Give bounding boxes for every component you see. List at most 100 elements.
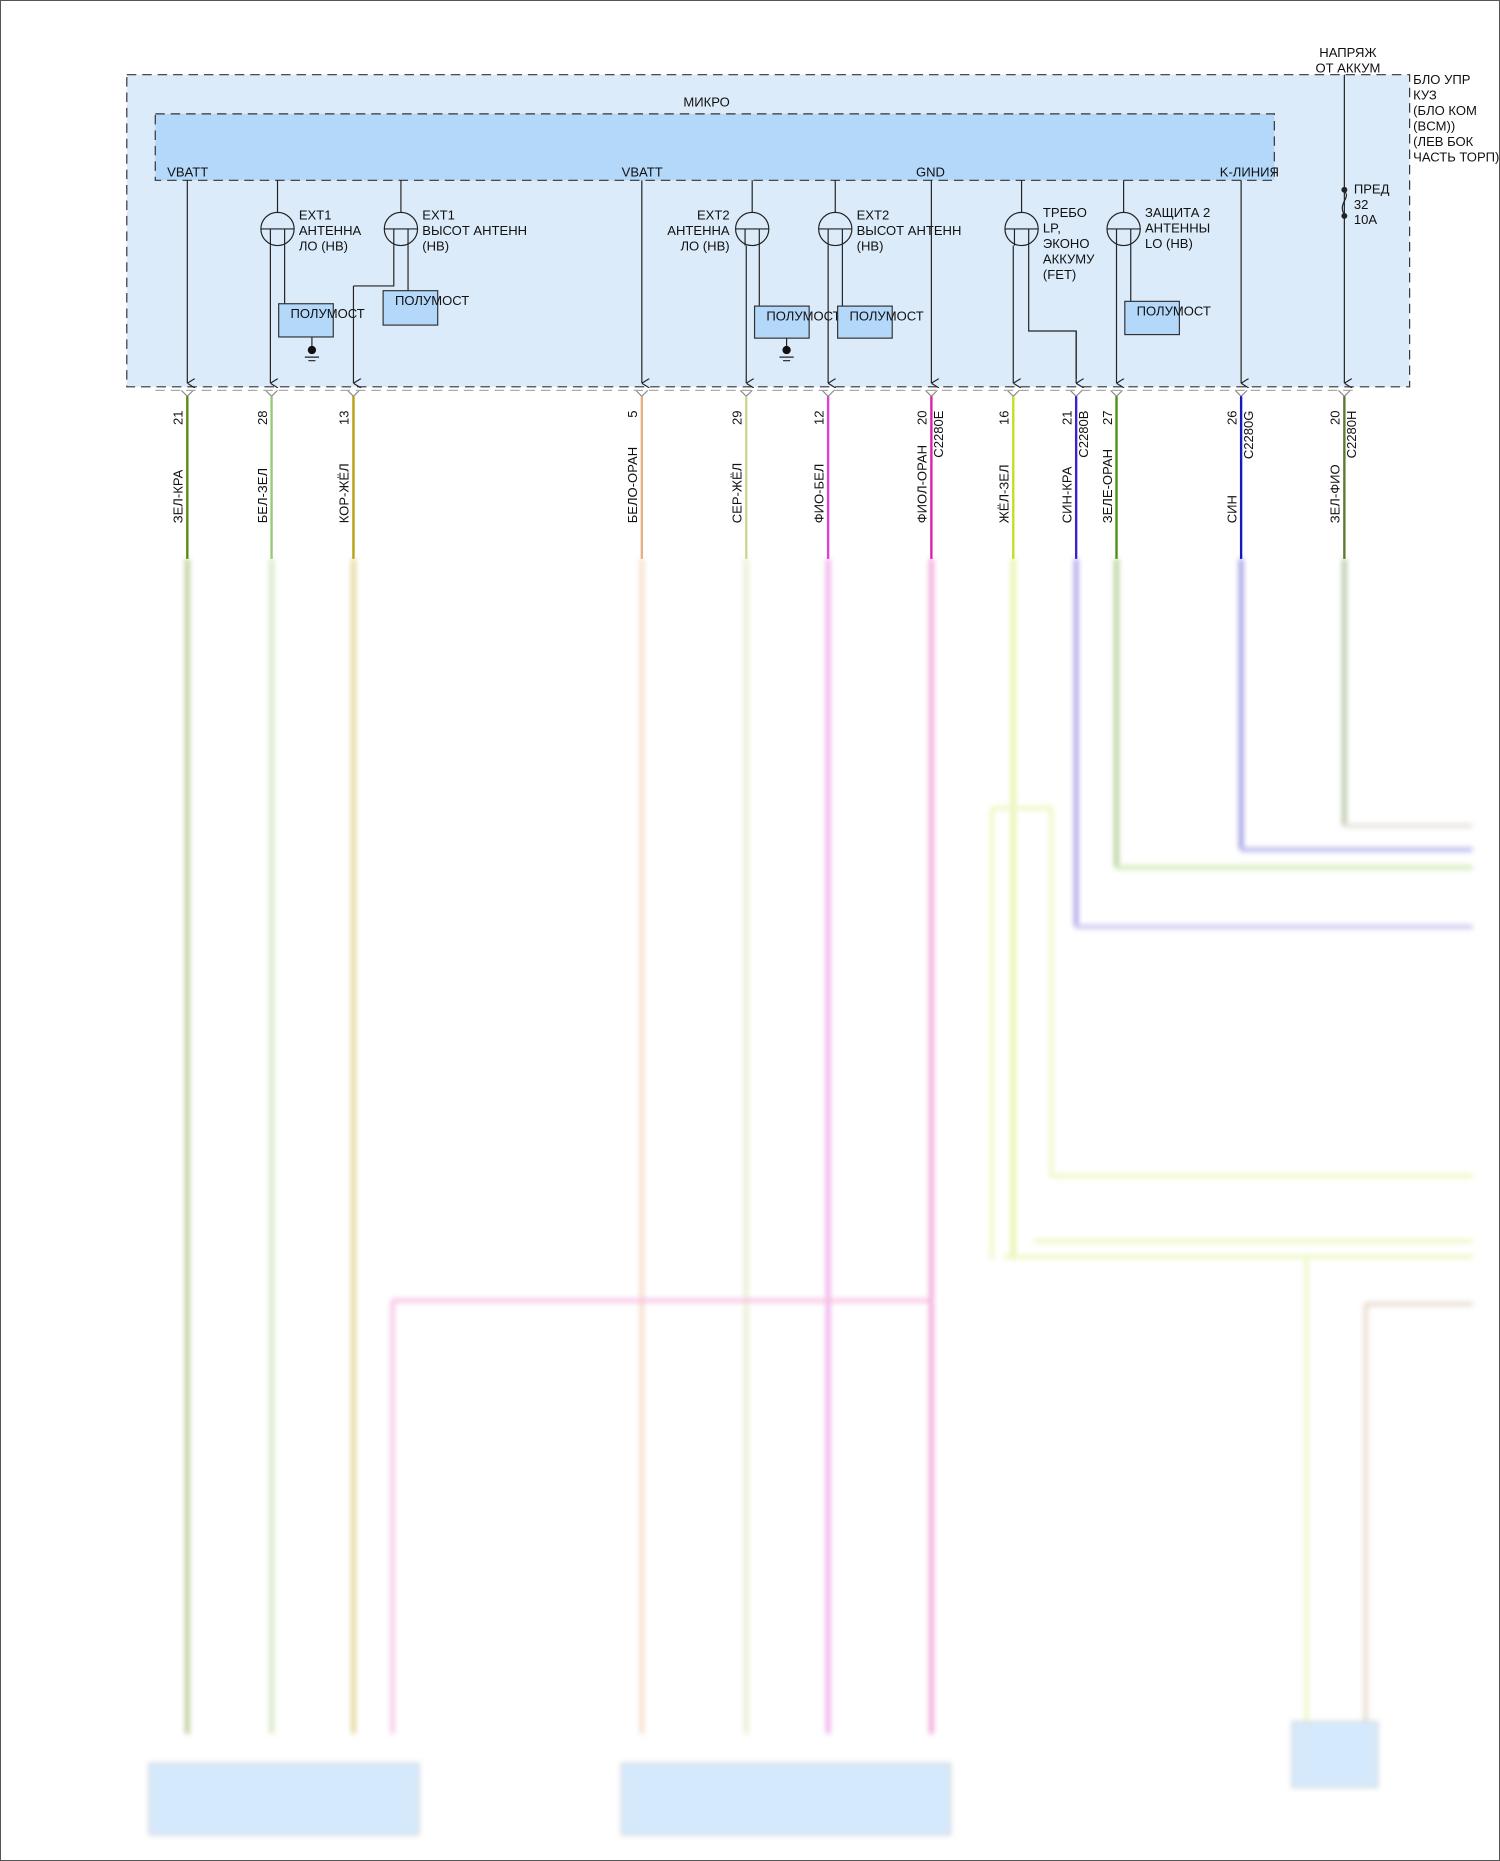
- component-box: [621, 1762, 951, 1836]
- component-box: [1291, 1721, 1379, 1788]
- half-bridge-box: [1124, 300, 1180, 336]
- driver-label: ВЫСОТ АНТЕНН: [857, 223, 962, 238]
- wire-pin-number: 20: [915, 411, 930, 426]
- connector-mark: [1338, 389, 1351, 398]
- module-title-line: ЧАСТЬ ТОРП): [1413, 149, 1499, 164]
- module-title-line: (BCM)): [1413, 118, 1455, 133]
- component-box: [148, 1762, 420, 1836]
- driver-label: (FET): [1043, 267, 1076, 282]
- driver-label: ЛО (НВ): [680, 238, 729, 253]
- driver-label: (НВ): [857, 238, 884, 253]
- conductor: [1107, 228, 1141, 246]
- wire-color-label: СИН-КРА: [1059, 466, 1074, 523]
- driver-label: АНТЕННА: [667, 223, 730, 238]
- wire-pin-number: 12: [811, 411, 826, 426]
- module-title-line: (БЛО КОМ: [1413, 103, 1477, 118]
- ground-icon: [307, 345, 317, 355]
- half-bridge-box: [753, 305, 810, 339]
- conductor: [1004, 228, 1039, 246]
- connector-mark: [739, 389, 753, 398]
- driver-label: ЭКОНО: [1043, 236, 1090, 251]
- conductor: [260, 228, 295, 246]
- driver-label: EXT2: [857, 207, 890, 222]
- half-bridge-label: ПОЛУМОСТ: [1137, 304, 1211, 319]
- driver-label: АНТЕННЫ: [1145, 221, 1210, 236]
- connector-mark: [265, 389, 278, 398]
- pin-vbatt-2: VBATT: [622, 165, 663, 180]
- connector-mark: [821, 389, 835, 398]
- module-title-line: БЛО УПР: [1413, 72, 1471, 87]
- wire-pin-number: 27: [1100, 411, 1115, 426]
- ground-icon: [782, 345, 791, 355]
- driver-label: АККУМУ: [1043, 251, 1095, 266]
- conductor: [384, 228, 418, 246]
- connector-mark: [180, 389, 194, 398]
- conductor: [353, 245, 395, 287]
- lower-diagram-blurred: [148, 558, 1473, 1836]
- wire-pin-number: 28: [255, 411, 270, 426]
- fuse-label-line: 10A: [1354, 212, 1378, 227]
- module-title-line: КУЗ: [1413, 88, 1437, 103]
- fuse-label-line: 32: [1354, 197, 1369, 212]
- connector-mark: [635, 389, 649, 398]
- wire-pin-number: 16: [997, 411, 1012, 426]
- wire-color-label: ЖЁЛ-ЗЕЛ: [997, 464, 1012, 523]
- connector-mark: [1110, 389, 1123, 398]
- pin-k-line: K-ЛИНИЯ: [1220, 165, 1279, 180]
- wire-color-label: ЗЕЛЕ-ОРАН: [1100, 449, 1115, 523]
- driver-label: EXT1: [299, 207, 332, 222]
- wire-color-label: ФИО-БЕЛ: [811, 464, 826, 524]
- wire-color-label: ФИОЛ-ОРАН: [915, 445, 930, 523]
- wire-color-label: СЕР-ЖЁЛ: [730, 463, 745, 524]
- ground-icon: [304, 356, 320, 362]
- driver-label: ЛО (НВ): [299, 238, 348, 253]
- wire-color-label: БЕЛ-ЗЕЛ: [255, 468, 270, 523]
- pin-gnd: GND: [916, 165, 945, 180]
- wire-pin-number: 5: [625, 411, 640, 418]
- driver-label: EXT1: [422, 207, 455, 222]
- conductor: [818, 228, 852, 246]
- wire-color-label: БЕЛО-ОРАН: [625, 447, 640, 523]
- driver-label: LP,: [1043, 221, 1061, 236]
- connector-id: C2280H: [1344, 411, 1359, 459]
- half-bridge-box: [278, 303, 334, 338]
- wire-color-label: СИН: [1224, 495, 1239, 523]
- micro-box: [154, 113, 1275, 181]
- conductor: [735, 228, 769, 246]
- connector-mark: [1006, 389, 1020, 398]
- half-bridge-label: ПОЛУМОСТ: [849, 308, 923, 323]
- connector-mark: [1069, 389, 1083, 398]
- driver-label: ТРЕБО: [1043, 205, 1087, 220]
- half-bridge-box: [382, 290, 439, 326]
- driver-label: АНТЕННА: [299, 223, 362, 238]
- fuse-label-line: ПРЕД: [1354, 181, 1390, 196]
- connector-mark: [925, 389, 938, 398]
- supply-label-line: ОТ АККУМ: [1315, 60, 1380, 75]
- connector-id: C2280B: [1076, 410, 1091, 457]
- half-bridge-label: ПОЛУМОСТ: [766, 308, 840, 323]
- wire-pin-number: 21: [1059, 411, 1074, 426]
- wire-pin-number: 29: [730, 411, 745, 426]
- micro-label: МИКРО: [683, 95, 729, 110]
- module-title-line: (ЛЕВ БОК: [1413, 134, 1473, 149]
- half-bridge-box: [837, 305, 893, 339]
- half-bridge-label: ПОЛУМОСТ: [291, 306, 365, 321]
- wire-color-label: ЗЕЛ-КРА: [171, 469, 186, 523]
- wire-pin-number: 26: [1224, 411, 1239, 426]
- connector-id: C2280G: [1241, 411, 1256, 460]
- driver-label: EXT2: [697, 207, 730, 222]
- ground-icon: [779, 356, 794, 362]
- driver-label: ВЫСОТ АНТЕНН: [422, 223, 527, 238]
- wire-color-label: ЗЕЛ-ФИО: [1328, 464, 1343, 523]
- wire-pin-number: 20: [1328, 411, 1343, 426]
- driver-label: (НВ): [422, 238, 449, 253]
- driver-label: LO (НВ): [1145, 236, 1193, 251]
- supply-label-line: НАПРЯЖ: [1319, 45, 1376, 60]
- pin-vbatt-1: VBATT: [167, 165, 208, 180]
- driver-label: ЗАЩИТА 2: [1145, 205, 1210, 220]
